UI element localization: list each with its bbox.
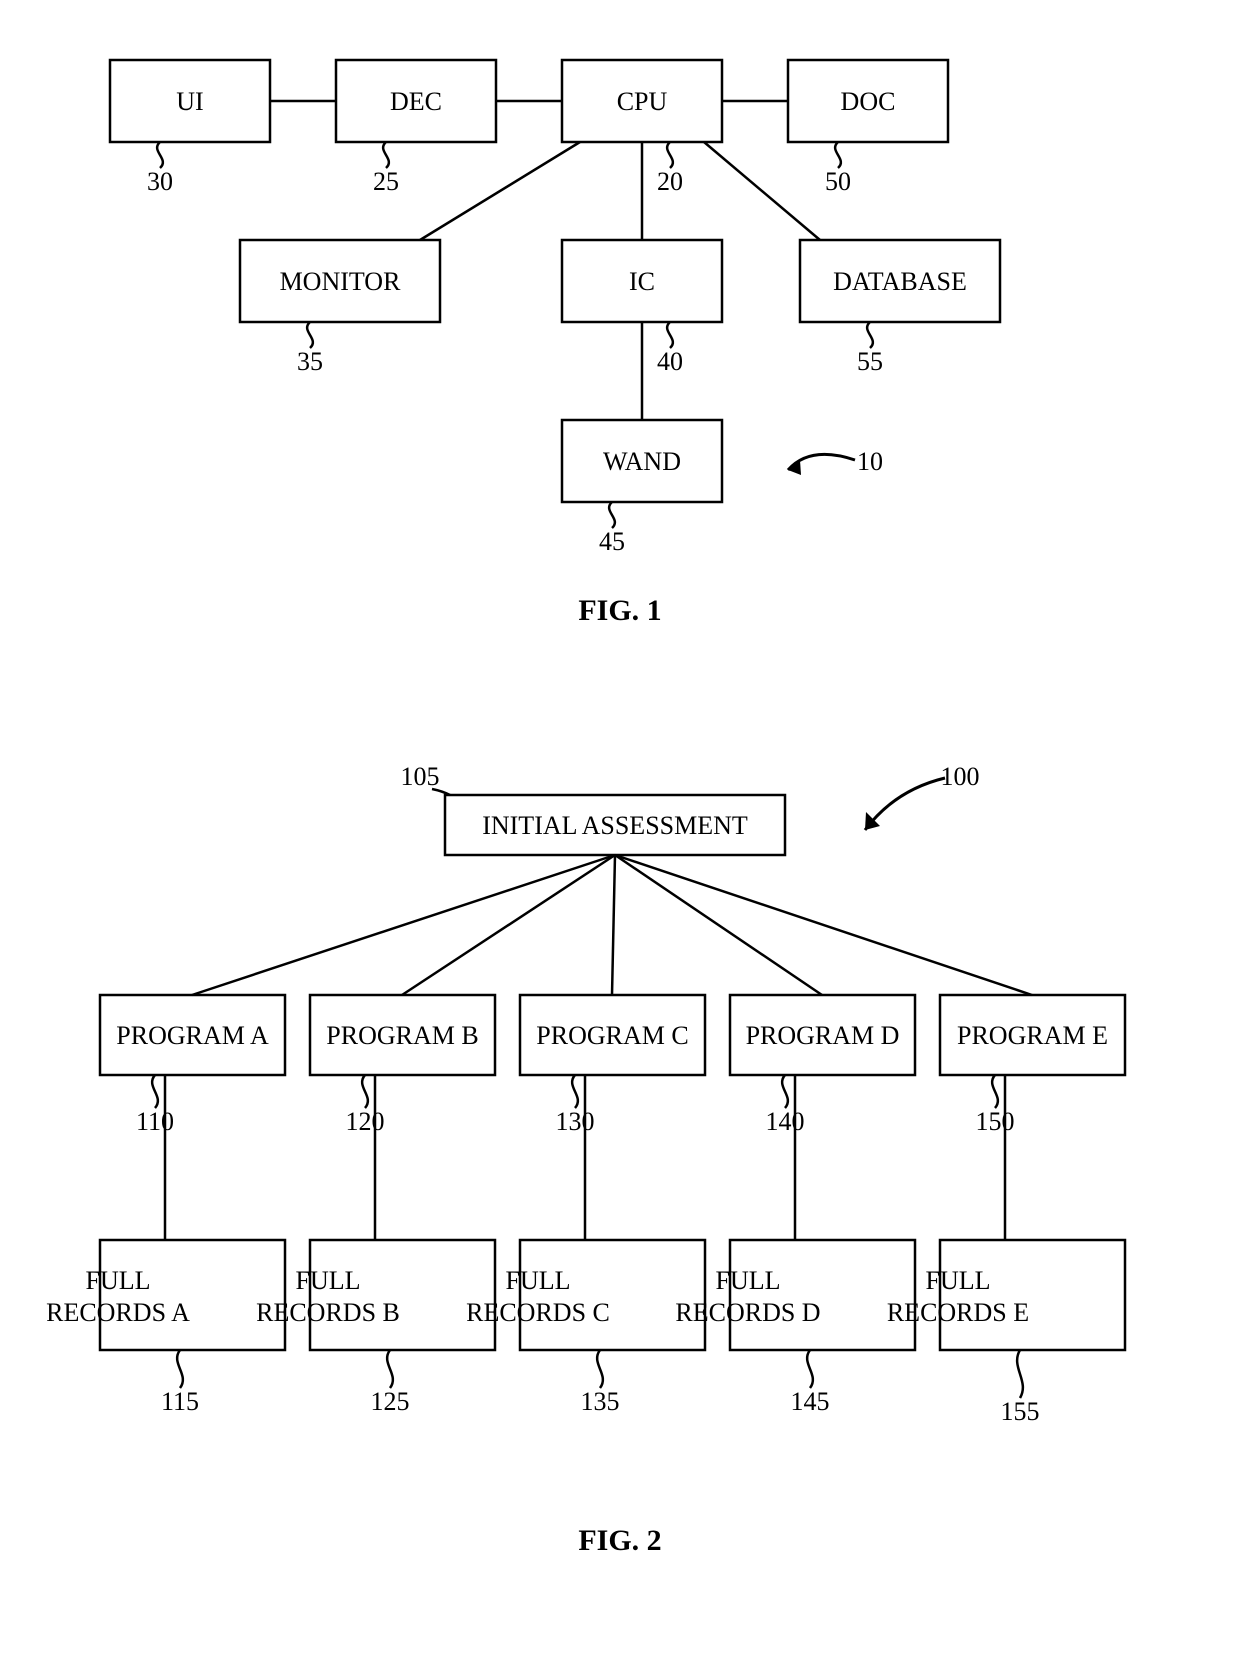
fig2-recB-label-1: FULL [296,1266,361,1295]
fig1-ui-label: UI [176,87,203,116]
fig2-recD [730,1240,915,1350]
fig1-edge [420,142,580,240]
fig2-recE-label-2: RECORDS E [887,1298,1029,1327]
fig2-recD-label-1: FULL [716,1266,781,1295]
fig2-arrow-100 [865,778,945,830]
fig2-recD-ref: 145 [791,1387,830,1416]
fig2-progC-ref: 130 [556,1107,595,1136]
fig2-fanout [612,855,615,995]
fig2-caption: FIG. 2 [578,1524,661,1557]
fig2-progA-ref: 110 [136,1107,174,1136]
fig2-init-ref: 105 [401,762,440,791]
fig2-fanout [615,855,822,995]
fig2-progB-ref: 120 [346,1107,385,1136]
fig2-recC [520,1240,705,1350]
fig1-monitor-ref: 35 [297,347,323,376]
fig2-fanout [192,855,615,995]
fig2-recB-ref: 125 [371,1387,410,1416]
fig1-cpu-ref: 20 [657,167,683,196]
fig2-recE-label-1: FULL [926,1266,991,1295]
fig2-progE-ref: 150 [976,1107,1015,1136]
fig1-dec-label: DEC [390,87,442,116]
fig2-recA-ref: 115 [161,1387,199,1416]
fig2-recB [310,1240,495,1350]
fig1-cpu-label: CPU [617,87,668,116]
fig1-ui-ref: 30 [147,167,173,196]
fig2-recA-label-2: RECORDS A [46,1298,190,1327]
fig2-ref-100: 100 [941,762,980,791]
fig2-recC-label-2: RECORDS C [466,1298,610,1327]
fig1-caption: FIG. 1 [578,594,661,627]
fig2-fanout [402,855,615,995]
fig2-progD-ref: 140 [766,1107,805,1136]
fig2-progB-label: PROGRAM B [326,1021,478,1050]
fig2-init-label: INITIAL ASSESSMENT [482,811,748,840]
fig2-recE [940,1240,1125,1350]
fig2-recE-ref: 155 [1001,1397,1040,1426]
fig1-doc-label: DOC [841,87,896,116]
fig2-progD-label: PROGRAM D [746,1021,900,1050]
fig2-recB-label-2: RECORDS B [256,1298,400,1327]
fig1-dec-ref: 25 [373,167,399,196]
fig2-recA-label-1: FULL [86,1266,151,1295]
fig1-wand-ref: 45 [599,527,625,556]
fig2-progE-label: PROGRAM E [957,1021,1108,1050]
fig2-progA-label: PROGRAM A [116,1021,269,1050]
fig1-database-ref: 55 [857,347,883,376]
fig1-ref-10: 10 [857,447,883,476]
fig2-recC-ref: 135 [581,1387,620,1416]
fig1-monitor-label: MONITOR [280,267,402,296]
fig1-edge [704,142,820,240]
fig2-progC-label: PROGRAM C [536,1021,688,1050]
fig1-ic-ref: 40 [657,347,683,376]
fig2-recA [100,1240,285,1350]
fig2-fanout [615,855,1032,995]
fig1-ic-label: IC [629,267,655,296]
fig1-wand-label: WAND [603,447,681,476]
fig1-doc-ref: 50 [825,167,851,196]
fig2-recC-label-1: FULL [506,1266,571,1295]
fig1-database-label: DATABASE [833,267,967,296]
fig2-recD-label-2: RECORDS D [675,1298,820,1327]
